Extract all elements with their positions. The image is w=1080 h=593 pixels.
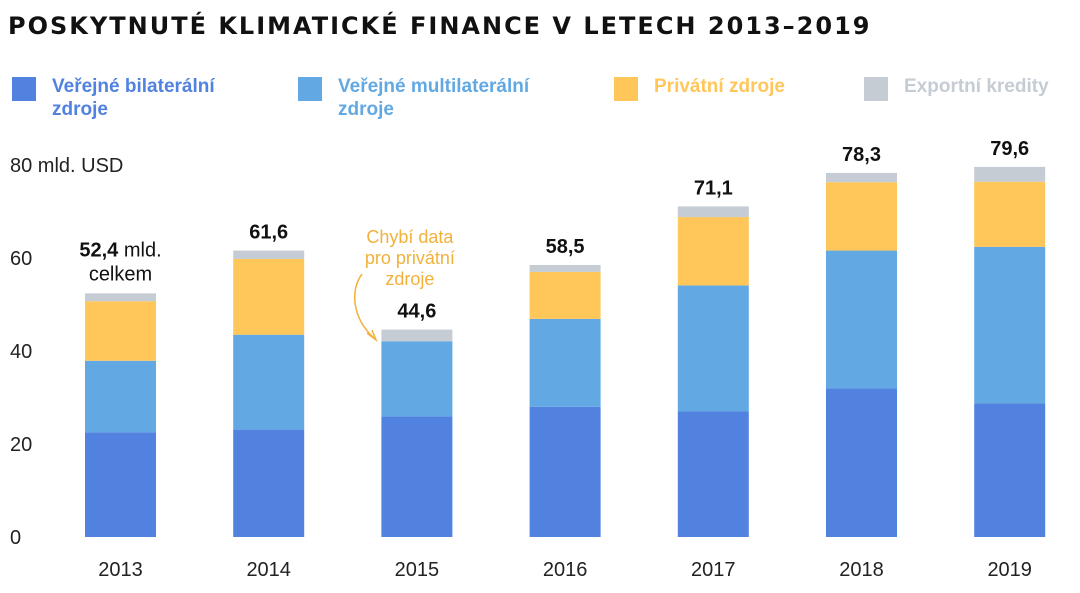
bar-segment-2 [85, 360, 156, 433]
legend-swatch-multilateral [298, 77, 322, 101]
bar-segment-1 [233, 429, 305, 537]
x-tick-label: 2019 [987, 559, 1032, 581]
y-tick-label: 40 [10, 341, 32, 363]
x-tick-label: 2013 [98, 559, 143, 581]
bar-segment-2 [529, 318, 601, 407]
y-tick-label: 60 [10, 248, 32, 270]
bar-segment-4 [233, 250, 305, 259]
bar-segment-4 [529, 264, 601, 272]
bar-segment-4 [85, 293, 156, 302]
x-tick-label: 2018 [839, 559, 884, 581]
legend-item-bilateral: Veřejné bilaterální zdroje [12, 75, 215, 121]
total-suffix: mld. [118, 239, 161, 261]
legend-label-private: Privátní zdroje [654, 75, 785, 98]
x-tick-label: 2014 [246, 559, 291, 581]
annotation-arrow-line [354, 273, 375, 339]
y-tick-label: 0 [10, 527, 21, 549]
legend-item-private: Privátní zdroje [614, 75, 785, 101]
total-label: 79,6 [990, 138, 1029, 160]
legend-item-export: Exportní kredity [864, 75, 1049, 101]
bar-segment-2 [233, 334, 305, 430]
total-label: 44,6 [397, 301, 436, 323]
bar-segment-1 [381, 416, 453, 537]
bar-segment-3 [974, 181, 1046, 247]
bar-segment-1 [85, 432, 156, 537]
chart-title: POSKYTNUTÉ KLIMATICKÉ FINANCE V LETECH 2… [8, 12, 872, 40]
bar-segment-2 [826, 250, 897, 389]
legend-label-line: Privátní zdroje [654, 76, 785, 97]
y-tick-label: 20 [10, 434, 32, 456]
bar-segment-1 [529, 406, 601, 537]
bar-segment-3 [677, 217, 749, 286]
legend-label-line: zdroje [52, 99, 108, 120]
legend-label-export: Exportní kredity [904, 75, 1049, 98]
bar-segment-1 [974, 403, 1046, 537]
legend-item-multilateral: Veřejné multilaterální zdroje [298, 75, 529, 121]
annotation-text: zdroje [385, 269, 434, 289]
bar-segment-2 [381, 341, 453, 417]
x-tick-label: 2016 [543, 559, 588, 581]
annotation-arrow-head [366, 329, 378, 343]
y-axis-label: 80 mld. USD [10, 155, 123, 177]
x-tick-label: 2017 [691, 559, 736, 581]
total-label: 78,3 [842, 144, 881, 166]
bar-segment-4 [381, 329, 453, 342]
bar-segment-3 [85, 301, 156, 361]
total-label: 58,5 [546, 236, 585, 258]
legend-swatch-export [864, 77, 888, 101]
total-label: 52,4 mld. [79, 239, 161, 261]
total-value: 52,4 [79, 239, 119, 261]
total-label: 71,1 [694, 177, 733, 199]
legend-label-line: zdroje [338, 99, 394, 120]
bar-segment-3 [529, 271, 601, 319]
bar-segment-4 [677, 206, 749, 218]
bar-segment-1 [826, 388, 897, 537]
bar-segment-1 [677, 411, 749, 537]
total-label: 61,6 [249, 222, 288, 244]
legend-swatch-private [614, 77, 638, 101]
legend-label-multilateral: Veřejné multilaterální zdroje [338, 75, 529, 121]
bar-segment-4 [974, 166, 1046, 182]
bar-segment-4 [826, 172, 897, 183]
bar-segment-2 [677, 285, 749, 412]
annotation-text: Chybí data [366, 227, 454, 247]
legend-label-line: Veřejné bilaterální [52, 76, 215, 97]
bar-segment-3 [826, 182, 897, 251]
bar-segment-3 [233, 258, 305, 335]
x-tick-label: 2015 [395, 559, 440, 581]
legend-label-line: Veřejné multilaterální [338, 76, 530, 97]
legend-label-bilateral: Veřejné bilaterální zdroje [52, 75, 215, 121]
total-label-line2: celkem [89, 263, 152, 285]
legend-swatch-bilateral [12, 77, 36, 101]
bar-segment-2 [974, 246, 1046, 404]
annotation-text: pro privátní [365, 248, 455, 268]
legend-label-line: Exportní kredity [904, 76, 1049, 97]
